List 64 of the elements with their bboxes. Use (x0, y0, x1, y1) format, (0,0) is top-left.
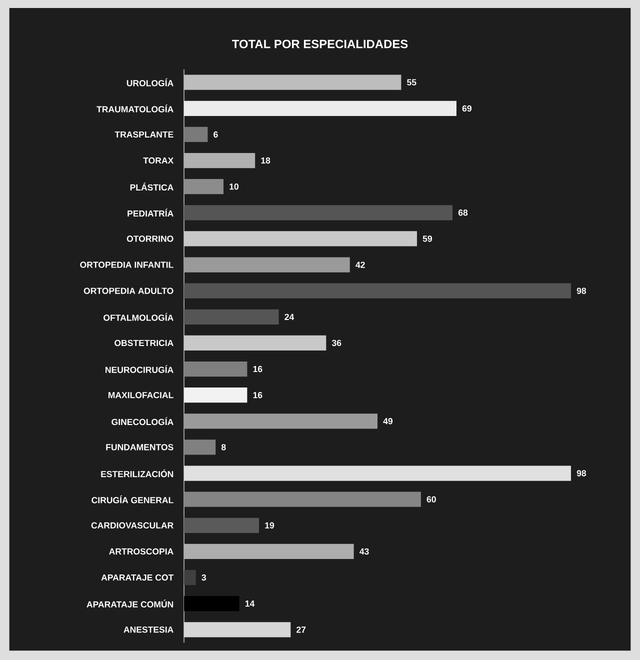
y-tick-label: GINECOLOGÍA (112, 417, 174, 426)
data-label: 10 (230, 183, 238, 190)
data-label: 16 (253, 392, 262, 398)
y-tick-label: TRASPLANTE (114, 131, 174, 138)
data-label: 49 (383, 418, 393, 424)
data-label: 68 (458, 210, 468, 216)
y-tick-label: ORTOPEDIA INFANTIL (80, 262, 174, 268)
bar (184, 231, 417, 246)
bar (184, 466, 571, 481)
y-tick-label: CIRUGÍA GENERAL (92, 495, 174, 504)
y-tick-label: UROLOGÍA (126, 78, 174, 86)
bar (184, 440, 216, 455)
bar (184, 152, 256, 168)
data-label: 98 (576, 470, 586, 476)
data-label: 6 (214, 131, 218, 138)
data-label: 36 (332, 340, 342, 346)
y-tick-label: MAXILOFACIAL (108, 392, 174, 398)
bar (184, 361, 248, 377)
data-label: 24 (284, 314, 294, 320)
y-tick-label: ORTOPEDIA ADULTO (84, 288, 174, 294)
data-label: 19 (265, 522, 274, 528)
y-tick-label: TRAUMATOLOGÍA (96, 104, 174, 112)
data-label: 98 (576, 288, 586, 294)
bar (184, 622, 291, 638)
y-tick-label: TORAX (143, 157, 174, 164)
data-label: 16 (253, 366, 262, 372)
data-label: 60 (426, 496, 436, 502)
bar (184, 570, 196, 586)
data-label: 59 (422, 236, 432, 242)
data-label: 43 (360, 548, 369, 555)
bar (184, 74, 402, 90)
bar (184, 596, 240, 612)
y-tick-label: PLÁSTICA (130, 182, 174, 191)
bar (184, 309, 279, 324)
y-tick-label: ARTROSCOPIA (109, 548, 174, 555)
chart-title: TOTAL POR ESPECIALIDADES (232, 40, 408, 48)
data-label: 42 (356, 262, 365, 268)
bar (184, 518, 260, 533)
y-tick-label: NEUROCIRUGÍA (106, 365, 174, 373)
bar (184, 126, 208, 142)
data-label: 14 (245, 600, 255, 607)
data-label: 18 (261, 157, 270, 164)
y-tick-label: OBSTETRICIA (114, 340, 174, 346)
y-tick-label: ANESTESIA (124, 626, 174, 633)
y-tick-label: OTORRINO (126, 236, 174, 242)
y-tick-label: PEDIATRÍA (128, 208, 174, 217)
data-label: 69 (462, 105, 472, 112)
y-tick-label: CARDIOVASCULAR (91, 522, 174, 528)
bar (184, 544, 354, 560)
bar (184, 492, 421, 507)
data-label: 3 (202, 574, 206, 581)
data-label: 27 (296, 626, 306, 633)
bar (184, 205, 453, 220)
y-tick-label: ESTERILIZACIÓN (101, 469, 174, 478)
bar (184, 100, 456, 116)
data-label: 8 (221, 444, 226, 450)
bar (184, 388, 248, 403)
y-tick-label: APARATAJE COT (101, 574, 174, 581)
bar (184, 283, 571, 298)
data-label: 55 (407, 79, 416, 86)
y-tick-label: FUNDAMENTOS (106, 444, 174, 450)
y-tick-label: APARATAJE COMÚN (86, 600, 174, 608)
bar (184, 335, 326, 351)
y-tick-label: OFTALMOLOGÍA (104, 312, 174, 321)
